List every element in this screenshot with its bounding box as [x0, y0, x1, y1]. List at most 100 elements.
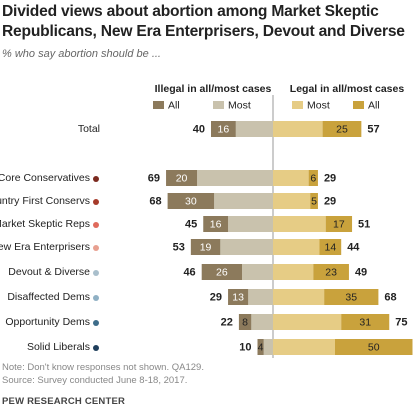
header-legal: Legal in all/most cases	[290, 83, 405, 95]
row-3-legal-most-bar	[273, 216, 326, 232]
row-2-legal-all-value: 5	[311, 195, 317, 207]
row-6-legal-all-bar	[324, 289, 379, 305]
row-5-legal-all-bar	[313, 264, 349, 280]
row-4-illegal-all-value: 19	[200, 241, 212, 253]
row-4-legal-total: 44	[347, 241, 360, 253]
row-3-illegal-all-bar	[203, 216, 229, 232]
row-4-dot	[93, 245, 99, 251]
row-8-label: Solid Liberals	[27, 341, 90, 353]
row-4-legal-all-value: 14	[325, 241, 337, 253]
header-illegal: Illegal in all/most cases	[155, 83, 272, 95]
row-5-legal-total: 49	[355, 266, 367, 278]
row-6-legal-most-bar	[273, 289, 325, 305]
row-7-illegal-total: 22	[221, 316, 233, 328]
row-5-legal-all-value: 23	[325, 266, 337, 278]
row-6-dot	[93, 295, 99, 301]
row-6-legal-total: 68	[384, 291, 396, 303]
row-4-illegal-most-bar	[220, 239, 273, 255]
legend-illegal-most-swatch	[213, 101, 224, 109]
row-0-legal-all-value: 25	[336, 123, 348, 135]
row-1-illegal-total: 69	[148, 172, 160, 184]
row-1-illegal-all-value: 20	[176, 172, 188, 184]
row-1-legal-all-bar	[308, 170, 318, 186]
row-1-illegal-most-bar	[197, 170, 273, 186]
row-3-legal-all-bar	[325, 216, 353, 232]
row-7-illegal-most-bar	[251, 314, 273, 330]
row-2-label: Country First Conservs	[0, 195, 90, 207]
row-6-illegal-total: 29	[210, 291, 222, 303]
row-2-legal-total: 29	[324, 195, 336, 207]
row-8-legal-all-value: 50	[368, 341, 380, 353]
row-6-illegal-most-bar	[248, 289, 273, 305]
row-1-legal-all-value: 6	[310, 172, 316, 184]
row-0-illegal-most-bar	[235, 121, 273, 137]
row-5-illegal-all-value: 26	[216, 266, 228, 278]
row-2-illegal-total: 68	[149, 195, 161, 207]
row-1-legal-total: 29	[324, 172, 336, 184]
row-7-legal-all-value: 31	[359, 316, 371, 328]
row-2-legal-all-bar	[310, 193, 318, 209]
row-4-legal-all-bar	[319, 239, 342, 255]
row-2-legal-most-bar	[273, 193, 311, 209]
row-4-label: New Era Enterprisers	[0, 241, 90, 253]
legend-legal-most-label: Most	[307, 99, 330, 111]
source-text: Source: Survey conducted June 8-18, 2017…	[2, 374, 188, 386]
row-2-dot	[93, 199, 99, 205]
row-7-label: Opportunity Dems	[5, 316, 90, 328]
row-3-illegal-total: 45	[185, 218, 197, 230]
row-5-legal-most-bar	[273, 264, 314, 280]
row-2-illegal-all-bar	[167, 193, 215, 209]
row-8-illegal-most-bar	[263, 339, 273, 355]
row-3-illegal-most-bar	[228, 216, 273, 232]
row-7-legal-most-bar	[273, 314, 342, 330]
row-3-legal-all-value: 17	[333, 218, 345, 230]
row-7-illegal-all-bar	[238, 314, 252, 330]
row-3-dot	[93, 222, 99, 228]
row-7-dot	[93, 320, 99, 326]
row-1-illegal-all-bar	[166, 170, 198, 186]
row-0-legal-most-bar	[273, 121, 323, 137]
legend-legal-most-swatch	[292, 101, 303, 109]
legend-illegal-most-label: Most	[228, 99, 251, 111]
chart-title: Divided views about abortion among Marke…	[2, 3, 405, 40]
row-4-legal-most-bar	[273, 239, 320, 255]
row-7-legal-all-bar	[341, 314, 390, 330]
row-8-illegal-all-value: 4	[258, 341, 264, 353]
row-6-illegal-all-bar	[228, 289, 249, 305]
org-name: PEW RESEARCH CENTER	[2, 396, 126, 407]
row-8-legal-all-bar	[335, 339, 413, 355]
row-6-illegal-all-value: 13	[232, 291, 244, 303]
row-3-illegal-all-value: 16	[210, 218, 222, 230]
legend-illegal-all-label: All	[168, 99, 180, 111]
chart-subtitle: % who say abortion should be ...	[2, 48, 161, 60]
row-8-illegal-all-bar	[257, 339, 264, 355]
row-1-legal-most-bar	[273, 170, 309, 186]
row-5-illegal-most-bar	[242, 264, 273, 280]
row-0-legal-all-bar	[322, 121, 362, 137]
chart-notes: Note: Don't know responses not shown. QA…	[2, 362, 204, 387]
row-5-illegal-all-bar	[201, 264, 242, 280]
row-0-legal-total: 57	[367, 123, 379, 135]
row-1-label: Core Conservatives	[0, 172, 90, 184]
row-3-legal-total: 51	[358, 218, 370, 230]
row-5-illegal-total: 46	[183, 266, 195, 278]
row-8-illegal-total: 10	[239, 341, 251, 353]
legend-legal-all-swatch	[353, 101, 364, 109]
row-5-dot	[93, 270, 99, 276]
row-8-legal-most-bar	[273, 339, 335, 355]
row-5-label: Devout & Diverse	[8, 266, 90, 278]
legend-legal-all-label: All	[368, 99, 380, 111]
row-0-label: Total	[78, 123, 100, 135]
row-7-illegal-all-value: 8	[242, 316, 248, 328]
note-text: Note: Don't know responses not shown. QA…	[2, 362, 204, 373]
row-8-dot	[93, 345, 99, 351]
row-4-illegal-total: 53	[173, 241, 185, 253]
row-1-dot	[93, 176, 99, 182]
row-3-label: Market Skeptic Reps	[0, 218, 90, 230]
row-0-illegal-all-value: 16	[218, 123, 230, 135]
row-0-illegal-total: 40	[193, 123, 205, 135]
row-6-label: Disaffected Dems	[7, 291, 90, 303]
row-7-legal-total: 75	[395, 316, 407, 328]
row-2-illegal-all-value: 30	[185, 195, 197, 207]
